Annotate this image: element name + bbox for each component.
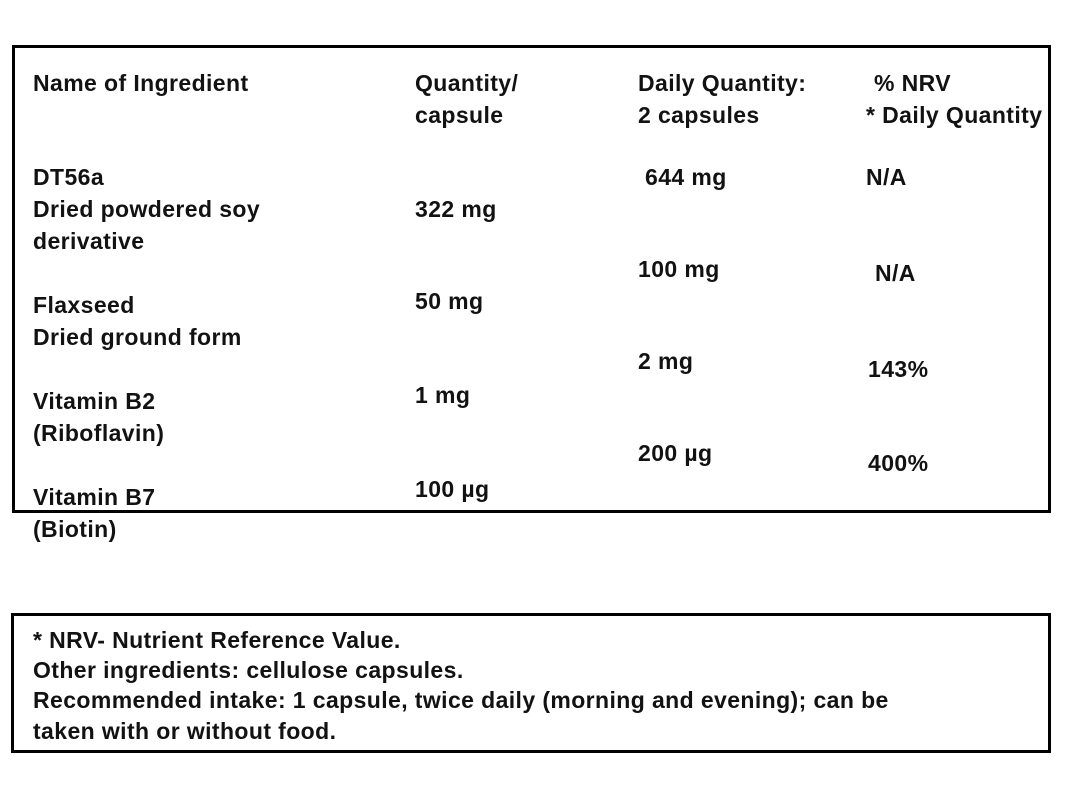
quantity-per-capsule-value: 1 mg (415, 382, 471, 408)
header-nrv-line2: * Daily Quantity (866, 102, 1043, 128)
quantity-per-capsule-value: 322 mg (415, 196, 497, 222)
ingredient-name-detail: derivative (33, 228, 145, 254)
ingredient-name: DT56a (33, 164, 105, 190)
ingredient-name: Vitamin B2 (33, 388, 156, 414)
ingredient-name-detail: (Riboflavin) (33, 420, 165, 446)
note-recommended-intake-line2: taken with or without food. (33, 718, 337, 744)
ingredient-name-detail: (Biotin) (33, 516, 117, 542)
quantity-per-capsule-value: 50 mg (415, 288, 484, 314)
header-daily-quantity-line1: Daily Quantity: (638, 70, 807, 96)
daily-quantity-value: 200 µg (638, 440, 713, 466)
header-quantity-per-capsule-line1: Quantity/ (415, 70, 519, 96)
ingredient-name: Vitamin B7 (33, 484, 156, 510)
daily-quantity-value: 2 mg (638, 348, 694, 374)
header-daily-quantity-line2: 2 capsules (638, 102, 760, 128)
nrv-value: 400% (868, 450, 929, 476)
daily-quantity-value: 100 mg (638, 256, 720, 282)
nrv-value: N/A (866, 164, 907, 190)
header-name-of-ingredient: Name of Ingredient (33, 70, 249, 96)
note-recommended-intake-line1: Recommended intake: 1 capsule, twice dai… (33, 687, 889, 713)
ingredient-name-detail: Dried ground form (33, 324, 242, 350)
header-nrv-line1: % NRV (874, 70, 951, 96)
header-quantity-per-capsule-line2: capsule (415, 102, 504, 128)
quantity-per-capsule-value: 100 µg (415, 476, 490, 502)
daily-quantity-value: 644 mg (645, 164, 727, 190)
ingredient-name: Flaxseed (33, 292, 135, 318)
ingredient-name-detail: Dried powdered soy (33, 196, 261, 222)
ingredients-table-border (12, 45, 1051, 513)
notes-box-border (11, 613, 1051, 753)
nrv-value: N/A (875, 260, 916, 286)
note-nrv-definition: * NRV- Nutrient Reference Value. (33, 627, 401, 653)
nrv-value: 143% (868, 356, 929, 382)
note-other-ingredients: Other ingredients: cellulose capsules. (33, 657, 464, 683)
